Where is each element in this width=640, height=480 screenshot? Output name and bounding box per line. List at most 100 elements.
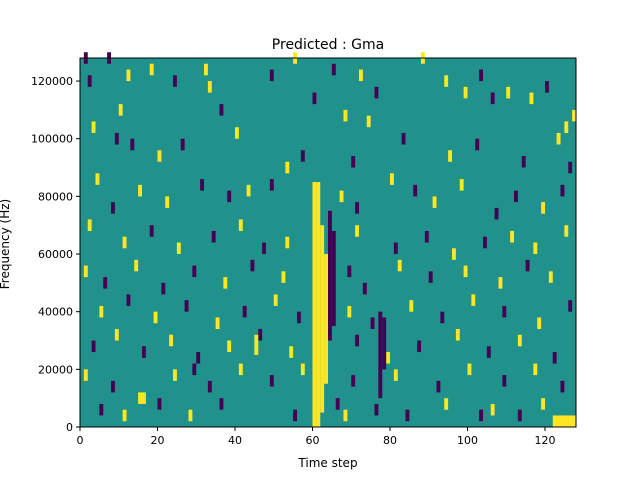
- heatmap-cell: [510, 230, 514, 243]
- heatmap-cell: [300, 150, 305, 162]
- heatmap-cell: [467, 363, 472, 376]
- heatmap-cell: [331, 63, 336, 76]
- heatmap-cell: [95, 173, 100, 185]
- heatmap-cell: [355, 334, 359, 347]
- heatmap-cell: [111, 380, 115, 393]
- heatmap-cell: [572, 109, 576, 122]
- heatmap-cell: [169, 334, 173, 347]
- heatmap-band: [378, 311, 383, 399]
- x-axis-label: Time step: [297, 456, 357, 470]
- heatmap-cell: [463, 265, 468, 278]
- heatmap-cell: [564, 121, 569, 133]
- heatmap-cell: [285, 161, 290, 174]
- heatmap-cell: [122, 236, 127, 249]
- chart-title: Predicted : Gma: [272, 37, 384, 53]
- heatmap-cell: [393, 369, 398, 381]
- heatmap-band: [382, 317, 387, 370]
- heatmap-band: [312, 181, 317, 427]
- heatmap-cell: [215, 317, 220, 329]
- heatmap-cell: [130, 138, 135, 151]
- heatmap-cell: [347, 305, 352, 318]
- heatmap-cell: [514, 190, 518, 203]
- y-tick-label: 100000: [31, 133, 73, 146]
- heatmap-cell: [297, 311, 301, 324]
- heatmap-cell: [219, 104, 224, 116]
- heatmap-cell: [413, 184, 418, 197]
- y-axis: 0 20000 40000 60000 80000 100000 120000: [31, 75, 80, 434]
- heatmap-cell: [560, 380, 565, 393]
- heatmap-band: [192, 363, 197, 376]
- heatmap-cell: [455, 328, 460, 341]
- heatmap-cell: [502, 375, 507, 387]
- heatmap-cell: [517, 409, 522, 422]
- heatmap-cell: [529, 92, 534, 105]
- heatmap-cell: [250, 259, 255, 272]
- heatmap-cell: [269, 375, 274, 387]
- heatmap-cell: [444, 75, 449, 87]
- heatmap-cell: [204, 63, 208, 76]
- heatmap-cell: [452, 248, 456, 260]
- plot-frame: [79, 57, 577, 428]
- heatmap-band: [138, 392, 146, 404]
- heatmap-cell: [196, 352, 201, 364]
- heatmap-cell: [374, 403, 379, 416]
- heatmap-cell: [343, 409, 348, 422]
- heatmap-cell: [238, 219, 243, 231]
- y-tick-label: 60000: [38, 248, 73, 261]
- heatmap-cell: [541, 202, 545, 214]
- heatmap-cell: [490, 403, 495, 416]
- heatmap-cell: [157, 398, 162, 410]
- heatmap-cell: [548, 271, 553, 283]
- heatmap-cell: [552, 352, 557, 364]
- x-tick-label: 100: [457, 434, 478, 447]
- y-tick-label: 40000: [38, 306, 73, 319]
- heatmap-cell: [490, 92, 495, 105]
- heatmap-cell: [207, 380, 212, 393]
- heatmap-cell: [424, 230, 429, 243]
- x-tick-label: 0: [77, 434, 84, 447]
- heatmap-cell: [138, 184, 142, 197]
- heatmap-cell: [355, 202, 359, 214]
- heatmap-cell: [541, 398, 545, 410]
- heatmap-cell: [479, 409, 483, 422]
- heatmap-cell: [498, 277, 503, 289]
- y-tick-label: 80000: [38, 190, 73, 203]
- heatmap-cell: [351, 156, 356, 168]
- y-tick-label: 20000: [38, 363, 73, 376]
- x-tick-label: 60: [306, 434, 320, 447]
- heatmap-cell: [126, 294, 131, 306]
- x-tick-label: 20: [151, 434, 165, 447]
- heatmap-band: [552, 415, 576, 427]
- heatmap-cell: [370, 317, 375, 329]
- heatmap-cell: [111, 202, 115, 214]
- heatmap-cell: [114, 132, 119, 145]
- heatmap-cell: [351, 375, 356, 387]
- heatmap-cell: [312, 92, 317, 105]
- heatmap-cell: [386, 352, 390, 364]
- heatmap-cell: [173, 75, 177, 87]
- heatmap-band: [320, 225, 325, 413]
- heatmap-cell: [219, 398, 224, 410]
- heatmap-cell: [149, 63, 154, 76]
- heatmap-cell: [393, 242, 398, 255]
- heatmap-cell: [285, 236, 290, 249]
- heatmap-cell: [273, 294, 278, 306]
- heatmap-cell: [362, 282, 367, 295]
- heatmap-cell: [409, 300, 414, 312]
- heatmap-cell: [118, 104, 123, 116]
- heatmap-cell: [227, 190, 232, 203]
- heatmap-cell: [281, 271, 286, 283]
- heatmap-band: [331, 230, 336, 327]
- heatmap-cell: [568, 161, 573, 174]
- heatmap-cell: [517, 334, 522, 347]
- heatmap-cell: [374, 86, 379, 99]
- heatmap-cell: [83, 369, 88, 381]
- heatmap-cell: [560, 184, 565, 197]
- heatmap-cell: [173, 369, 177, 381]
- heatmap-cell: [223, 277, 228, 289]
- heatmap-cell: [444, 398, 449, 410]
- heatmap-cell: [87, 219, 92, 231]
- heatmap-cell: [262, 242, 266, 255]
- heatmap-cell: [339, 190, 344, 203]
- heatmap-cell: [153, 311, 158, 324]
